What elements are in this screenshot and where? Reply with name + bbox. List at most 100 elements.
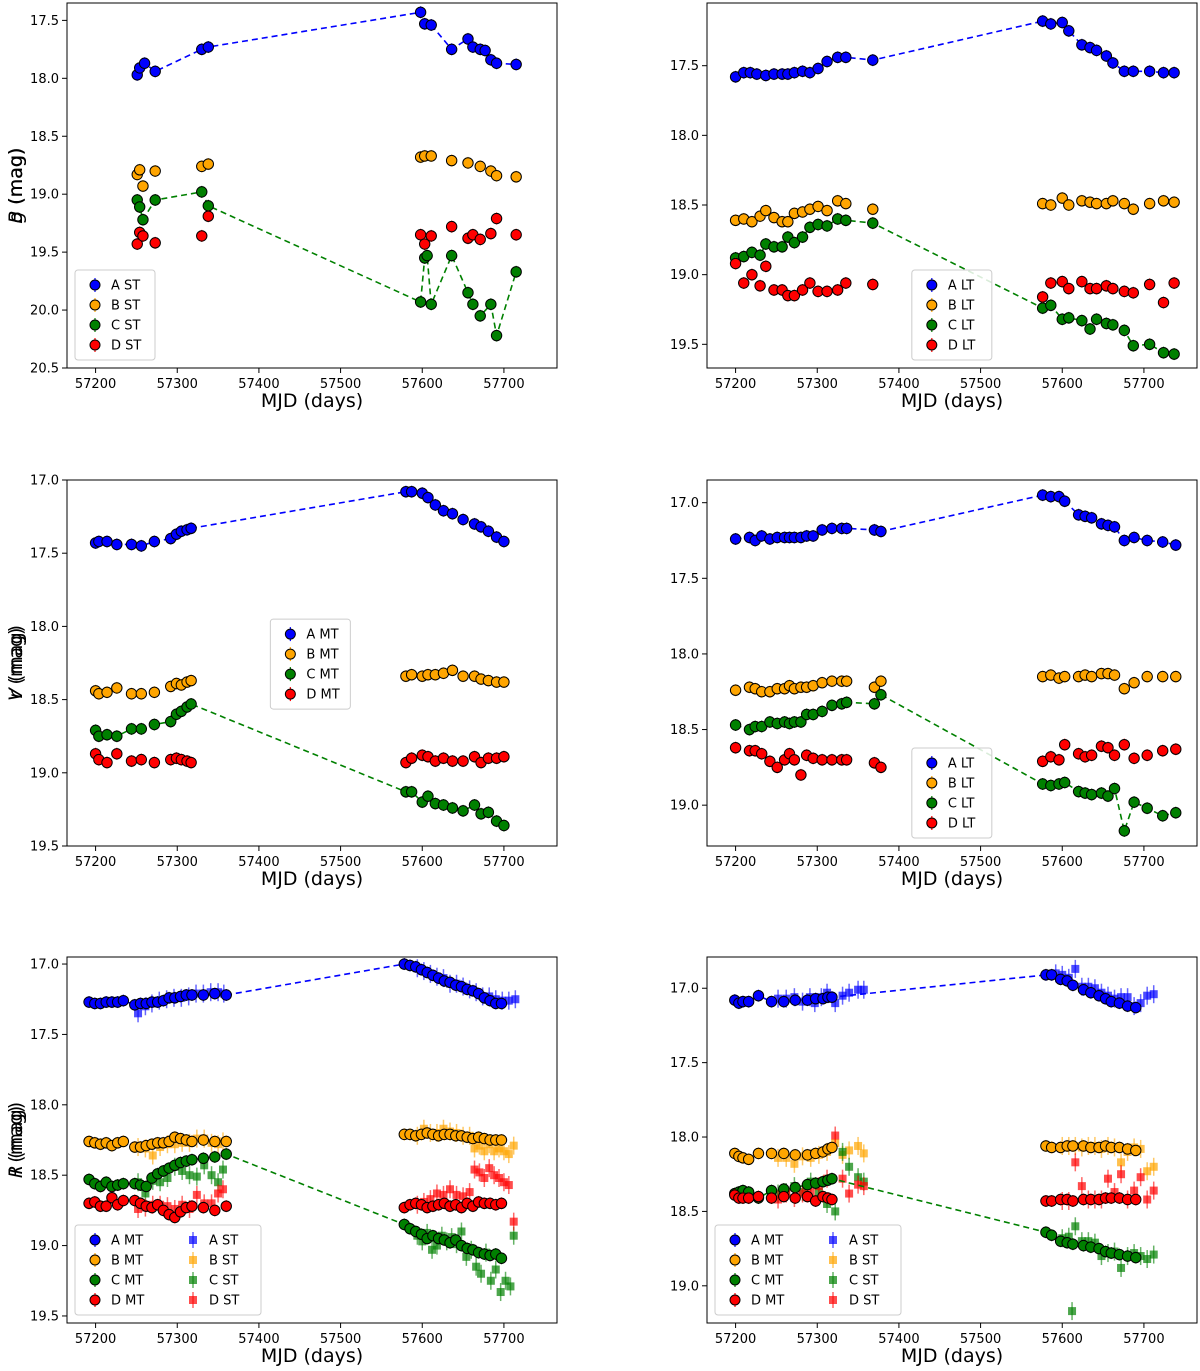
data-point: [826, 1193, 838, 1206]
legend-box: [714, 1224, 902, 1316]
legend-box: [269, 618, 351, 710]
data-point: [197, 1134, 210, 1146]
data-point: [1170, 807, 1182, 819]
data-point: [421, 249, 433, 262]
data-point: [789, 1181, 801, 1194]
data-point: [776, 241, 788, 253]
data-point: [1085, 670, 1098, 683]
data-point: [133, 201, 146, 213]
data-point: [1107, 319, 1119, 331]
legend-label: A ST: [111, 279, 140, 294]
data-point: [117, 1194, 130, 1207]
data-point: [457, 670, 469, 682]
data-point: [149, 65, 161, 78]
data-point: [1076, 275, 1088, 288]
data-point: [419, 238, 431, 250]
data-point: [840, 197, 852, 210]
data-point: [1168, 66, 1180, 79]
series-d-st: [134, 1159, 518, 1231]
data-point: [196, 230, 208, 242]
legend-marker: [284, 668, 296, 680]
axes-frame: [706, 479, 1198, 847]
data-point: [445, 154, 458, 167]
legend-label: C MT: [111, 1274, 143, 1289]
x-tick-label: 57500: [960, 1332, 1001, 1347]
data-point: [1077, 1182, 1086, 1191]
y-tick-label: 18.5: [30, 693, 59, 708]
legend-label: B MT: [306, 648, 338, 663]
data-point: [504, 1181, 513, 1190]
legend-marker: [829, 1236, 837, 1244]
data-point: [1071, 964, 1080, 973]
data-point: [148, 756, 161, 769]
panel-2: 57200 57300 57400 57500 57600 57700 17.0 17.5 18…: [5, 474, 558, 890]
data-point: [486, 1276, 495, 1285]
data-point: [1157, 536, 1169, 548]
data-point: [1056, 275, 1068, 288]
data-point: [752, 989, 765, 1002]
data-point: [141, 1189, 150, 1198]
x-tick-label: 57600: [402, 377, 443, 392]
data-point: [125, 723, 138, 735]
series-d-mt: [89, 747, 510, 769]
x-tick-label: 57600: [1042, 1332, 1083, 1347]
data-point: [840, 675, 853, 687]
data-point: [101, 756, 113, 769]
data-point: [1056, 192, 1068, 204]
data-point: [196, 186, 208, 198]
series-b-st: [131, 149, 522, 193]
y-tick-label: 20.5: [30, 362, 59, 377]
data-point: [425, 298, 437, 310]
legend-marker: [729, 1294, 741, 1306]
data-point: [140, 1180, 152, 1193]
panel-0: 57200 57300 57400 57500 57600 57700 17.5 18.0 18…: [5, 2, 558, 412]
y-axis-label: B (mag): [5, 147, 27, 223]
data-point: [149, 165, 161, 177]
series-d-mt: [729, 1189, 1142, 1207]
data-point: [135, 540, 148, 552]
legend-label: D MT: [306, 688, 339, 703]
data-point: [446, 802, 459, 814]
series-c-lt: [729, 212, 1180, 361]
data-point: [1117, 1158, 1126, 1167]
data-point: [826, 675, 838, 687]
data-point: [1108, 749, 1121, 761]
data-point: [1130, 1251, 1142, 1264]
data-point: [807, 530, 819, 542]
data-point: [1117, 993, 1126, 1002]
data-point: [1127, 203, 1140, 215]
data-point: [764, 755, 776, 768]
legend-marker: [926, 319, 938, 331]
data-point: [840, 277, 852, 289]
data-point: [826, 754, 838, 766]
data-point: [495, 1174, 504, 1183]
legend-marker: [926, 299, 938, 311]
data-point: [1085, 788, 1098, 801]
legend-marker: [89, 339, 101, 351]
data-point: [220, 1148, 232, 1160]
legend-marker: [89, 1234, 101, 1246]
x-axis-label: MJD (days): [261, 868, 363, 890]
legend-label: A MT: [751, 1234, 783, 1249]
data-point: [185, 674, 197, 687]
data-point: [1068, 1307, 1077, 1316]
data-point: [742, 995, 755, 1008]
series-a-mt: [83, 958, 508, 1011]
data-point: [490, 57, 503, 69]
x-tick-label: 57700: [1123, 855, 1164, 870]
data-point: [100, 1200, 112, 1212]
data-point: [1045, 1229, 1058, 1241]
data-point: [729, 533, 742, 545]
data-point: [1157, 66, 1170, 79]
data-point: [498, 819, 510, 832]
y-tick-label: 20.0: [30, 304, 59, 319]
data-point: [798, 1189, 807, 1198]
data-point: [1108, 782, 1121, 795]
data-point: [1141, 802, 1153, 814]
data-point: [746, 216, 758, 228]
legend-label: C ST: [209, 1274, 238, 1289]
data-point: [405, 669, 418, 681]
data-point: [1136, 1173, 1145, 1182]
x-tick-label: 57400: [238, 1332, 279, 1347]
legend-marker: [189, 1236, 197, 1244]
